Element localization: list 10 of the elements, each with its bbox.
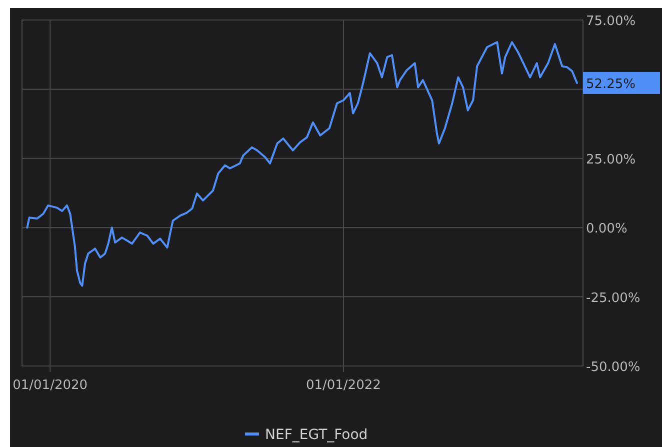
- annotation: 52.25%: [586, 76, 636, 92]
- y-tick-label: 0.00%: [586, 222, 628, 237]
- line-series: [26, 41, 578, 287]
- y-tick-label: 75.00%: [586, 14, 636, 29]
- x-tick-label: 01/01/2020: [12, 378, 88, 393]
- y-tick-label: 25.00%: [586, 152, 636, 168]
- legend-label: NEF_EGT_Food: [265, 427, 368, 443]
- y-tick-label: -50.00%: [586, 360, 640, 375]
- y-tick-label: -25.00%: [586, 290, 640, 306]
- x-tick-label: 01/01/2022: [306, 378, 381, 393]
